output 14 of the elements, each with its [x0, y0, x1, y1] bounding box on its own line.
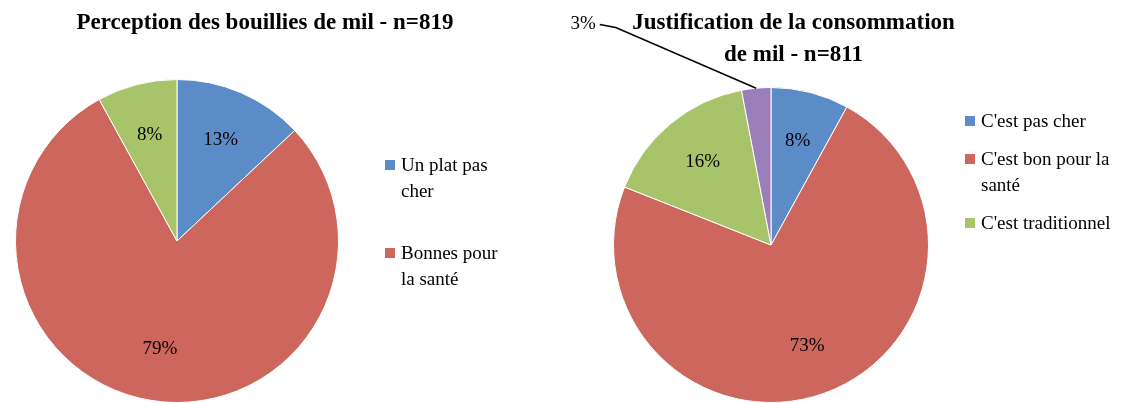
legend-label: C'est traditionnel: [980, 211, 1112, 235]
legend-label: C'est bon pour la santé: [980, 147, 1111, 197]
legend-label: Un plat pas cher: [400, 153, 489, 203]
data-label: 3%: [570, 12, 596, 34]
legend-label: Bonnes pour la santé: [400, 241, 499, 291]
data-label: 79%: [142, 337, 178, 359]
data-label: 13%: [203, 128, 239, 150]
chart-title: Justification de la consommation de mil - n=811: [631, 8, 956, 68]
data-label: 16%: [685, 150, 721, 172]
data-label: 73%: [789, 333, 825, 355]
data-label: 8%: [137, 122, 163, 144]
data-label: 8%: [784, 129, 811, 151]
chart-title: Perception des bouillies de mil - n=819: [75, 8, 455, 36]
legend-label: C'est pas cher: [980, 109, 1087, 133]
